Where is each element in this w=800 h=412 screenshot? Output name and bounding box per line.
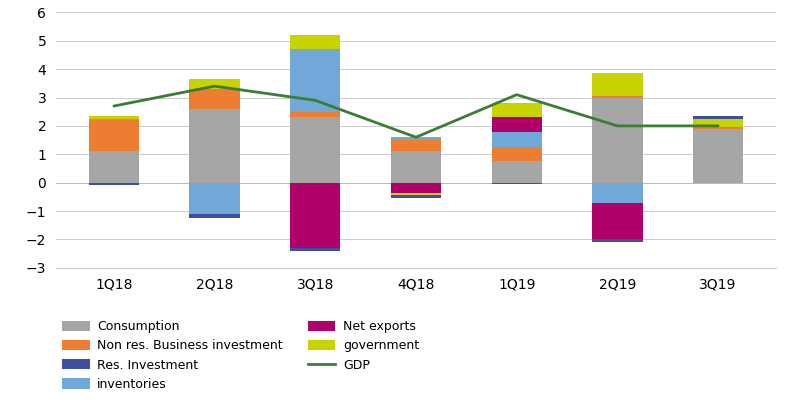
Bar (290, 35, 341, 49)
Bar (491, 131, 542, 147)
Bar (290, 117, 341, 183)
Bar (592, 73, 642, 96)
Bar (491, 162, 542, 183)
Bar (190, 89, 240, 109)
Bar (693, 127, 743, 129)
Bar (491, 183, 542, 184)
Bar (391, 183, 441, 192)
Bar (190, 214, 240, 218)
Legend: Consumption, Non res. Business investment, Res. Investment, inventories, Net exp: Consumption, Non res. Business investmen… (62, 320, 419, 391)
Bar (290, 112, 341, 117)
Bar (391, 140, 441, 152)
Bar (592, 98, 642, 183)
Bar (290, 49, 341, 112)
Bar (391, 195, 441, 198)
Bar (190, 183, 240, 214)
Bar (89, 183, 139, 185)
Bar (491, 147, 542, 162)
Bar (190, 79, 240, 89)
Bar (592, 203, 642, 239)
Bar (693, 119, 743, 127)
Bar (491, 103, 542, 117)
Bar (491, 117, 542, 131)
Bar (89, 120, 139, 152)
Bar (190, 109, 240, 183)
Bar (89, 152, 139, 183)
Bar (592, 96, 642, 98)
Bar (391, 137, 441, 140)
Bar (89, 119, 139, 120)
Bar (391, 152, 441, 183)
Bar (592, 239, 642, 242)
Bar (290, 183, 341, 248)
Bar (391, 192, 441, 195)
Bar (592, 183, 642, 203)
Bar (89, 116, 139, 119)
Bar (693, 129, 743, 183)
Bar (693, 116, 743, 119)
Bar (290, 248, 341, 251)
